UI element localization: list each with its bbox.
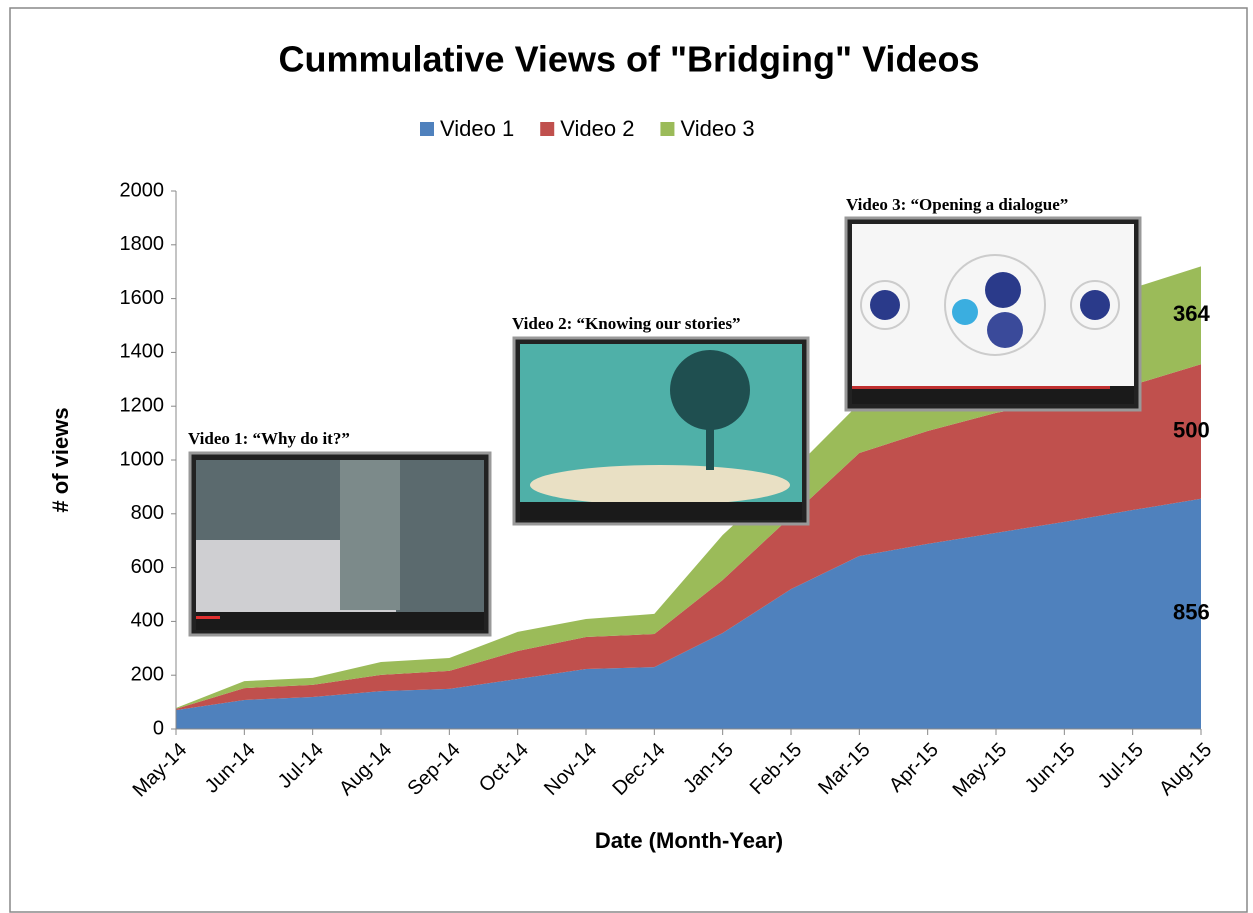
data-label: 856: [1173, 600, 1210, 625]
y-tick-label: 1200: [120, 394, 165, 416]
legend-label: Video 1: [440, 116, 514, 141]
annotation: Video 2: “Knowing our stories”: [512, 314, 741, 333]
x-axis-label: Date (Month-Year): [595, 828, 783, 853]
screenshots: [188, 216, 1142, 637]
y-tick-label: 0: [153, 717, 164, 739]
legend-label: Video 2: [560, 116, 634, 141]
y-axis-label: # of views: [48, 407, 73, 512]
area: [176, 364, 1201, 711]
area: [176, 498, 1201, 729]
y-tick-label: 1000: [120, 448, 165, 470]
y-tick-label: 1600: [120, 287, 165, 309]
video-1-thumbnail: [188, 451, 492, 637]
annotation: Video 3: “Opening a dialogue”: [846, 195, 1068, 214]
chart-title: Cummulative Views of "Bridging" Videos: [279, 39, 980, 80]
y-tick-label: 2000: [120, 179, 165, 201]
data-label: 364: [1173, 301, 1210, 326]
y-tick-label: 1800: [120, 233, 165, 255]
legend-swatch: [540, 122, 555, 136]
y-tick-label: 1400: [120, 341, 165, 363]
y-tick-label: 800: [131, 502, 164, 524]
legend-label: Video 3: [680, 116, 754, 141]
legend-swatch: [420, 122, 434, 136]
y-tick-label: 600: [131, 556, 164, 578]
video-2-thumbnail: [512, 336, 810, 526]
y-tick-label: 200: [131, 663, 164, 685]
video-3-thumbnail: [844, 216, 1142, 412]
y-tick-label: 400: [131, 610, 164, 632]
annotation: Video 1: “Why do it?”: [188, 429, 350, 448]
data-label: 500: [1173, 417, 1210, 442]
legend-swatch: [660, 122, 675, 136]
